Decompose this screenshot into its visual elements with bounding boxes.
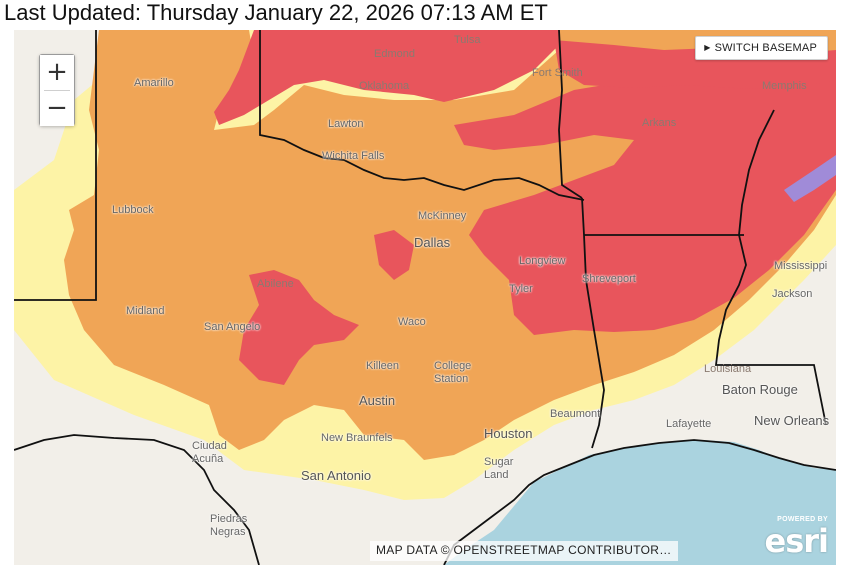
city-label: New Orleans — [754, 413, 830, 428]
nm-tx-border — [14, 30, 97, 301]
city-label: Memphis — [762, 80, 807, 92]
red-warning-area — [214, 30, 559, 125]
esri-wordmark: esri — [764, 522, 829, 560]
city-label: Mississippi — [774, 260, 828, 272]
last-updated-text: Last Updated: Thursday January 22, 2026 … — [4, 0, 548, 25]
switch-basemap-button[interactable]: ▶ SWITCH BASEMAP — [695, 36, 828, 60]
city-label: Sugar Land — [484, 456, 514, 481]
play-arrow-icon: ▶ — [704, 43, 711, 52]
city-label: Amarillo — [134, 77, 174, 89]
us-mexico-border — [14, 434, 260, 565]
city-label: Jackson — [772, 288, 813, 300]
zoom-out-button[interactable]: − — [40, 91, 74, 126]
esri-logo[interactable]: POWERED BY esri — [750, 516, 829, 560]
city-label: New Braunfels — [321, 432, 393, 444]
city-label: Wichita Falls — [322, 150, 385, 162]
mississippi-river-border — [714, 109, 827, 426]
city-label: Edmond — [374, 48, 415, 60]
switch-basemap-label: SWITCH BASEMAP — [714, 42, 817, 54]
red-warning-area — [454, 75, 836, 335]
city-label: Piedras Negras — [210, 513, 248, 538]
powered-by-text: POWERED BY — [777, 516, 828, 523]
tx-ok-border — [259, 30, 585, 201]
city-label: Lubbock — [112, 204, 154, 216]
city-label: Shreveport — [582, 273, 636, 285]
tx-la-border — [581, 197, 605, 449]
city-label: Tyler — [509, 283, 533, 295]
red-warning-area — [554, 40, 836, 90]
city-label: Oklahoma — [359, 80, 410, 92]
city-label: Fort Smith — [532, 67, 583, 79]
city-label: Austin — [359, 393, 396, 408]
map-canvas[interactable] — [14, 30, 836, 565]
ok-ar-border — [558, 30, 583, 199]
city-label: Beaumont — [550, 408, 601, 420]
gulf-coastline — [443, 439, 836, 565]
city-label: Longview — [519, 255, 566, 267]
state-borders — [14, 30, 836, 565]
city-label: College Station — [434, 360, 472, 385]
city-label: Houston — [484, 426, 533, 441]
city-label: Abilene — [257, 278, 294, 290]
city-label: San Angelo — [204, 321, 261, 333]
city-label: Baton Rouge — [722, 382, 798, 397]
purple-warning-area — [784, 155, 836, 202]
city-label: Ciudad Acuña — [192, 440, 227, 465]
red-warning-area — [374, 230, 414, 280]
city-label: Louisiana — [704, 363, 752, 375]
city-label: Tulsa — [454, 34, 481, 46]
zoom-in-button[interactable]: + — [40, 55, 74, 90]
city-label: McKinney — [418, 210, 467, 222]
red-warning-area — [239, 270, 359, 385]
zoom-divider — [44, 90, 70, 91]
city-label: Dallas — [414, 235, 451, 250]
city-label: San Antonio — [301, 468, 372, 483]
zoom-control: + − — [39, 54, 75, 126]
gulf-water — [444, 440, 836, 565]
city-label: Killeen — [366, 360, 400, 372]
map-attribution[interactable]: MAP DATA © OPENSTREETMAP CONTRIBUTOR… — [370, 541, 678, 561]
city-label: Midland — [126, 305, 165, 317]
city-label: Lafayette — [666, 418, 712, 430]
city-label: Lawton — [328, 118, 364, 130]
city-label: Arkans — [642, 117, 677, 129]
city-label: Waco — [398, 316, 426, 328]
map-view[interactable]: Tulsa Edmond Oklahoma Fort Smith Memphis… — [14, 30, 836, 565]
